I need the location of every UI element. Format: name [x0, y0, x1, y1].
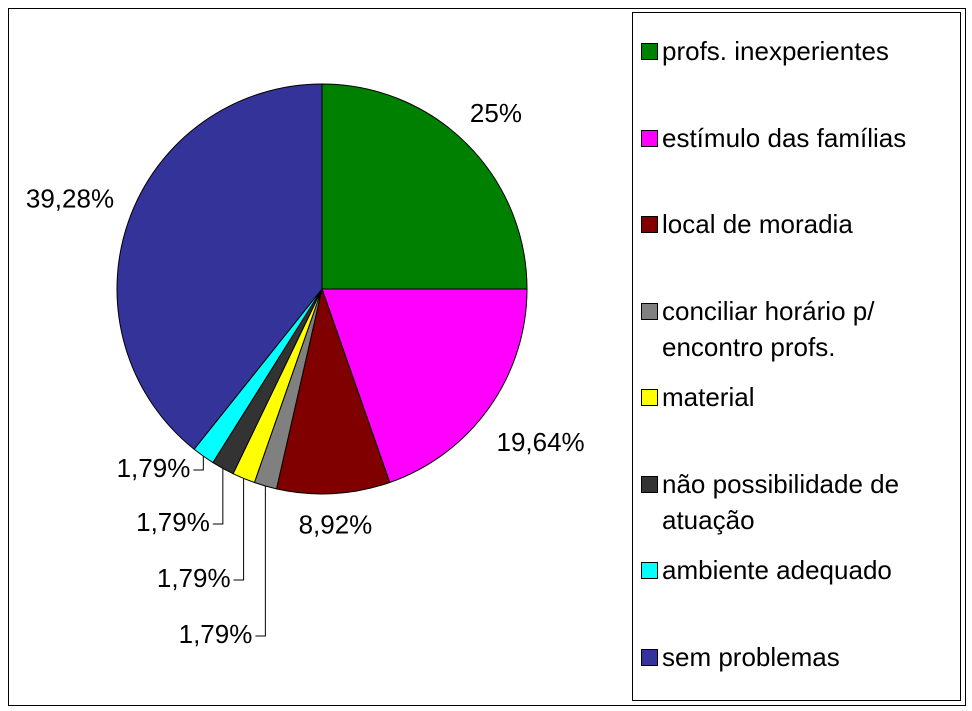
data-label: 19,64% [496, 427, 584, 457]
leader-line [255, 486, 266, 637]
legend-swatch [641, 389, 658, 406]
legend-label: sem problemas [662, 641, 840, 672]
legend-label: material [662, 382, 755, 412]
leader-line [212, 468, 224, 525]
legend-label: ambiente adequado [662, 555, 892, 585]
legend-item: conciliar horário p/ encontro profs. [641, 293, 959, 365]
leader-line [233, 478, 245, 581]
legend-item: estímulo das famílias [641, 120, 959, 156]
legend-label: profs. inexperientes [662, 36, 889, 66]
data-label: 8,92% [299, 509, 373, 539]
legend-item: sem problemas [641, 639, 959, 675]
pie-slice [275, 287, 391, 495]
legend-swatch [641, 43, 658, 60]
data-label: 1,79% [157, 563, 231, 593]
legend-label: local de moradia [662, 209, 853, 239]
legend-item: não possibilidade de atuação [641, 466, 959, 538]
data-label: 1,79% [179, 619, 253, 649]
legend-item: ambiente adequado [641, 552, 959, 588]
legend-swatch [641, 475, 658, 493]
leader-line [193, 456, 204, 471]
legend-label: não possibilidade de atuação [662, 468, 900, 535]
legend-item: local de moradia [641, 206, 959, 242]
legend-item: profs. inexperientes [641, 33, 959, 69]
legend-item: material [641, 379, 959, 415]
legend-label: estímulo das famílias [662, 122, 907, 153]
data-label: 1,79% [117, 453, 191, 483]
legend-swatch [641, 302, 658, 320]
legend-swatch [641, 216, 658, 233]
data-label: 1,79% [136, 507, 210, 537]
legend-swatch [641, 562, 658, 579]
legend-label: conciliar horário p/ encontro profs. [662, 295, 875, 362]
pie-slice [116, 83, 323, 450]
pie-slice [321, 83, 528, 290]
frame [8, 8, 966, 706]
data-label: 25% [470, 98, 522, 128]
legend: profs. inexperientes estímulo das família… [632, 12, 961, 701]
data-label: 39,28% [26, 184, 114, 214]
legend-swatch [641, 129, 658, 147]
legend-swatch [641, 648, 658, 666]
